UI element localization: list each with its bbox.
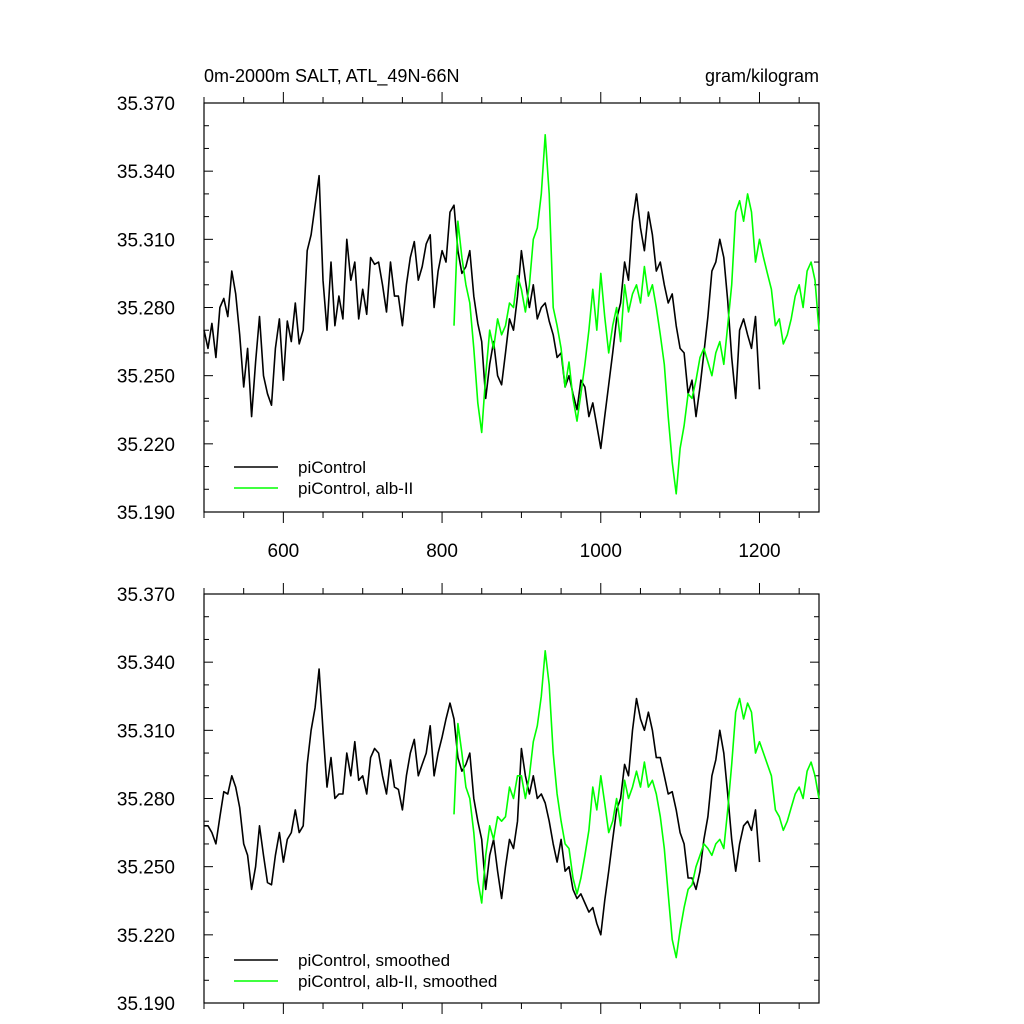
- y-tick-label: 35.340: [117, 162, 175, 183]
- y-tick-label: 35.190: [117, 994, 175, 1015]
- top-series: [203, 134, 820, 495]
- series-line-picontrol-alb-ii: [453, 134, 820, 495]
- series-line-picontrol: [204, 668, 761, 936]
- legend-label: piControl: [298, 458, 366, 477]
- top-axis-ticks: 35.190 35.220 35.250 35.280 35.310 35.340 35.3…: [117, 92, 819, 562]
- y-tick-label: 35.220: [117, 435, 175, 456]
- x-tick-label: 800: [426, 541, 458, 562]
- bottom-panel: 35.190 35.220 35.250 35.280 35.310 35.340 35.3…: [117, 583, 820, 1015]
- series-line-picontrol: [203, 174, 761, 450]
- y-tick-label: 35.250: [117, 367, 175, 388]
- y-tick-label: 35.190: [117, 503, 175, 524]
- x-tick-label: 1000: [580, 541, 622, 562]
- bottom-series: [204, 649, 820, 959]
- bottom-axis-ticks: 35.190 35.220 35.250 35.280 35.310 35.340 35.3…: [117, 583, 819, 1015]
- y-tick-label: 35.310: [117, 721, 175, 742]
- top-panel: 0m-2000m SALT, ATL_49N-66N gram/kilogram…: [117, 66, 820, 562]
- chart-title: 0m-2000m SALT, ATL_49N-66N: [204, 66, 459, 87]
- y-tick-label: 35.310: [117, 230, 175, 251]
- legend-label: piControl, alb-II: [298, 479, 413, 498]
- top-legend: piControl piControl, alb-II: [234, 458, 413, 498]
- y-tick-label: 35.340: [117, 653, 175, 674]
- y-tick-label: 35.280: [117, 790, 175, 811]
- y-tick-label: 35.280: [117, 299, 175, 320]
- legend-label: piControl, alb-II, smoothed: [298, 972, 497, 991]
- series-line-picontrol-alb-ii: [453, 649, 820, 959]
- x-tick-label: 600: [268, 541, 300, 562]
- units-label: gram/kilogram: [705, 66, 819, 86]
- x-tick-label: 1200: [738, 541, 780, 562]
- y-tick-label: 35.220: [117, 926, 175, 947]
- bottom-plot-frame: [203, 593, 820, 1004]
- legend-label: piControl, smoothed: [298, 951, 450, 970]
- y-tick-label: 35.370: [117, 94, 175, 115]
- y-tick-label: 35.250: [117, 858, 175, 879]
- bottom-legend: piControl, smoothed piControl, alb-II, sm…: [234, 951, 497, 991]
- y-tick-label: 35.370: [117, 585, 175, 606]
